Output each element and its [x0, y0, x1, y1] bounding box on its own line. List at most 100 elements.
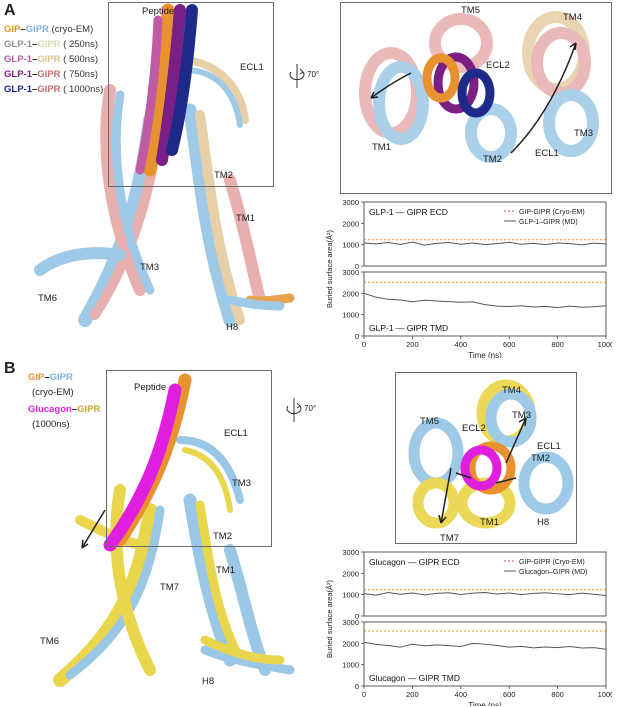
legend-entry-b-0: GIP–GIPR — [28, 372, 73, 383]
legend-ligand: GIP — [4, 24, 21, 35]
motion-arrow-b3 — [440, 467, 452, 524]
panel-b-legend: GIP–GIPR (cryo-EM) Glucagon–GIPR (1000ns… — [28, 370, 100, 432]
legend-entry-a-1: GLP-1–GIPR ( 250ns) — [4, 39, 99, 50]
label-peptide-a: Peptide — [142, 6, 175, 17]
legend-note: ( 500ns) — [63, 54, 99, 65]
y-tick-label: 2000 — [342, 219, 359, 228]
y-tick-label: 0 — [355, 612, 359, 621]
rotation-icon-a — [289, 64, 305, 88]
legend-md-label: GLP-1–GIPR (MD) — [519, 219, 578, 226]
label-tm6-a: TM6 — [38, 293, 57, 304]
panel-a-peptide-box — [108, 2, 274, 187]
md-series-line — [363, 641, 607, 650]
legend-entry-a-4: GLP-1–GIPR ( 1000ns) — [4, 84, 104, 95]
md-series-line — [363, 241, 607, 246]
panel-a-zoom-box — [340, 2, 612, 194]
zoom-label-tm3-b: TM3 — [512, 410, 531, 421]
zoom-label-tm4-b: TM4 — [502, 385, 521, 396]
legend-entry-b-1: (cryo-EM) — [32, 387, 74, 398]
panel-a-charts: 0 1000 2000 3000 GLP-1 — GIPR ECD GIP-GIPR (C… — [325, 198, 612, 358]
x-tick-label: 200 — [406, 340, 419, 349]
motion-arrow-a2 — [510, 42, 577, 154]
rotation-label-a: 70° — [307, 70, 320, 79]
y-tick-label: 1000 — [342, 661, 359, 670]
chart-title: Glucagon — GIPR TMD — [369, 673, 460, 683]
label-tm6-b: TM6 — [40, 636, 59, 647]
legend-receptor: GIPR — [77, 404, 101, 415]
zoom-label-h8-b: H8 — [537, 517, 550, 528]
rotation-label-b: 70° — [304, 404, 317, 413]
legend-entry-a-0: GIP–GIPR (cryo-EM) — [4, 24, 94, 35]
chart-title: GLP-1 — GIPR ECD — [369, 207, 448, 217]
x-tick-label: 600 — [503, 690, 516, 699]
y-tick-label: 1000 — [342, 591, 359, 600]
legend-cryo-label: GIP-GIPR (Cryo-EM) — [519, 209, 585, 216]
x-tick-label: 1000 — [598, 340, 612, 349]
zoom-label-tm5-b: TM5 — [420, 416, 439, 427]
y-axis-label: Buried surface area(Å²) — [325, 580, 334, 658]
legend-cryo-label: GIP-GIPR (Cryo-EM) — [519, 559, 585, 566]
y-tick-label: 2000 — [342, 289, 359, 298]
rotation-icon-b — [286, 398, 302, 422]
legend-receptor: GIPR — [37, 84, 61, 95]
legend-entry-b-3: (1000ns) — [32, 419, 70, 430]
chart-frame — [363, 271, 607, 337]
legend-ligand: GLP-1 — [4, 69, 32, 80]
legend-ligand: GLP-1 — [4, 84, 32, 95]
motion-arrow-a1 — [370, 72, 412, 99]
legend-receptor: GIPR — [49, 372, 73, 383]
label-tm3-b: TM3 — [232, 478, 251, 489]
x-tick-label: 600 — [503, 340, 516, 349]
zoom-label-tm7-b: TM7 — [440, 533, 459, 544]
x-tick-label: 800 — [551, 690, 564, 699]
label-ecl1-a: ECL1 — [240, 62, 264, 73]
legend-receptor: GIPR — [37, 39, 61, 50]
motion-arrow-b1 — [81, 509, 106, 549]
receptor-helices-a — [34, 56, 295, 327]
panel-b-structure — [53, 373, 295, 687]
panel-b-letter: B — [4, 360, 16, 377]
label-h8-b: H8 — [202, 676, 215, 687]
x-tick-label: 800 — [551, 340, 564, 349]
peptide-helices-a — [135, 3, 198, 177]
panel-b-zoom-structure — [408, 379, 574, 529]
y-axis-label: Buried surface area(Å²) — [325, 230, 334, 308]
chart-title: Glucagon — GIPR ECD — [369, 557, 460, 567]
md-series-line — [363, 592, 607, 597]
panel-b-zoom-box — [395, 372, 577, 544]
x-tick-label: 0 — [362, 690, 366, 699]
zoom-label-ecl2-a: ECL2 — [486, 60, 510, 71]
x-tick-label: 400 — [455, 690, 468, 699]
legend-note: ( 250ns) — [63, 39, 99, 50]
x-tick-label: 200 — [406, 690, 419, 699]
zoom-label-tm2-a: TM2 — [483, 154, 502, 165]
label-tm3-a: TM3 — [140, 262, 159, 273]
zoom-label-ecl1-b: ECL1 — [537, 441, 561, 452]
legend-ligand: GLP-1 — [4, 54, 32, 65]
label-h8-a: H8 — [226, 322, 239, 333]
md-series-line — [363, 292, 607, 309]
panel-a-zoom-structure — [359, 11, 599, 163]
legend-receptor: GIPR — [37, 54, 61, 65]
receptor-helices-b — [53, 436, 295, 687]
zoom-label-tm3-a: TM3 — [574, 128, 593, 139]
legend-note: ( 750ns) — [63, 69, 99, 80]
y-tick-label: 0 — [355, 262, 359, 271]
panel-a-structure — [34, 3, 295, 327]
label-peptide-b: Peptide — [134, 382, 167, 393]
motion-arrow-b2 — [505, 417, 527, 464]
panel-a-legend: GIP–GIPR (cryo-EM) GLP-1–GIPR ( 250ns) G… — [4, 22, 103, 97]
zoom-label-tm5-a: TM5 — [461, 5, 480, 16]
legend-entry-a-3: GLP-1–GIPR ( 750ns) — [4, 69, 99, 80]
chart-frame — [363, 621, 607, 687]
legend-entry-a-2: GLP-1–GIPR ( 500ns) — [4, 54, 99, 65]
label-tm7-b: TM7 — [160, 582, 179, 593]
y-tick-label: 2000 — [342, 569, 359, 578]
legend-note: ( 1000ns) — [63, 84, 104, 95]
label-tm1-a: TM1 — [236, 213, 255, 224]
y-tick-label: 3000 — [342, 198, 359, 207]
panel-a-letter: A — [4, 2, 16, 19]
y-tick-label: 0 — [355, 682, 359, 691]
chart-frame — [363, 551, 607, 617]
